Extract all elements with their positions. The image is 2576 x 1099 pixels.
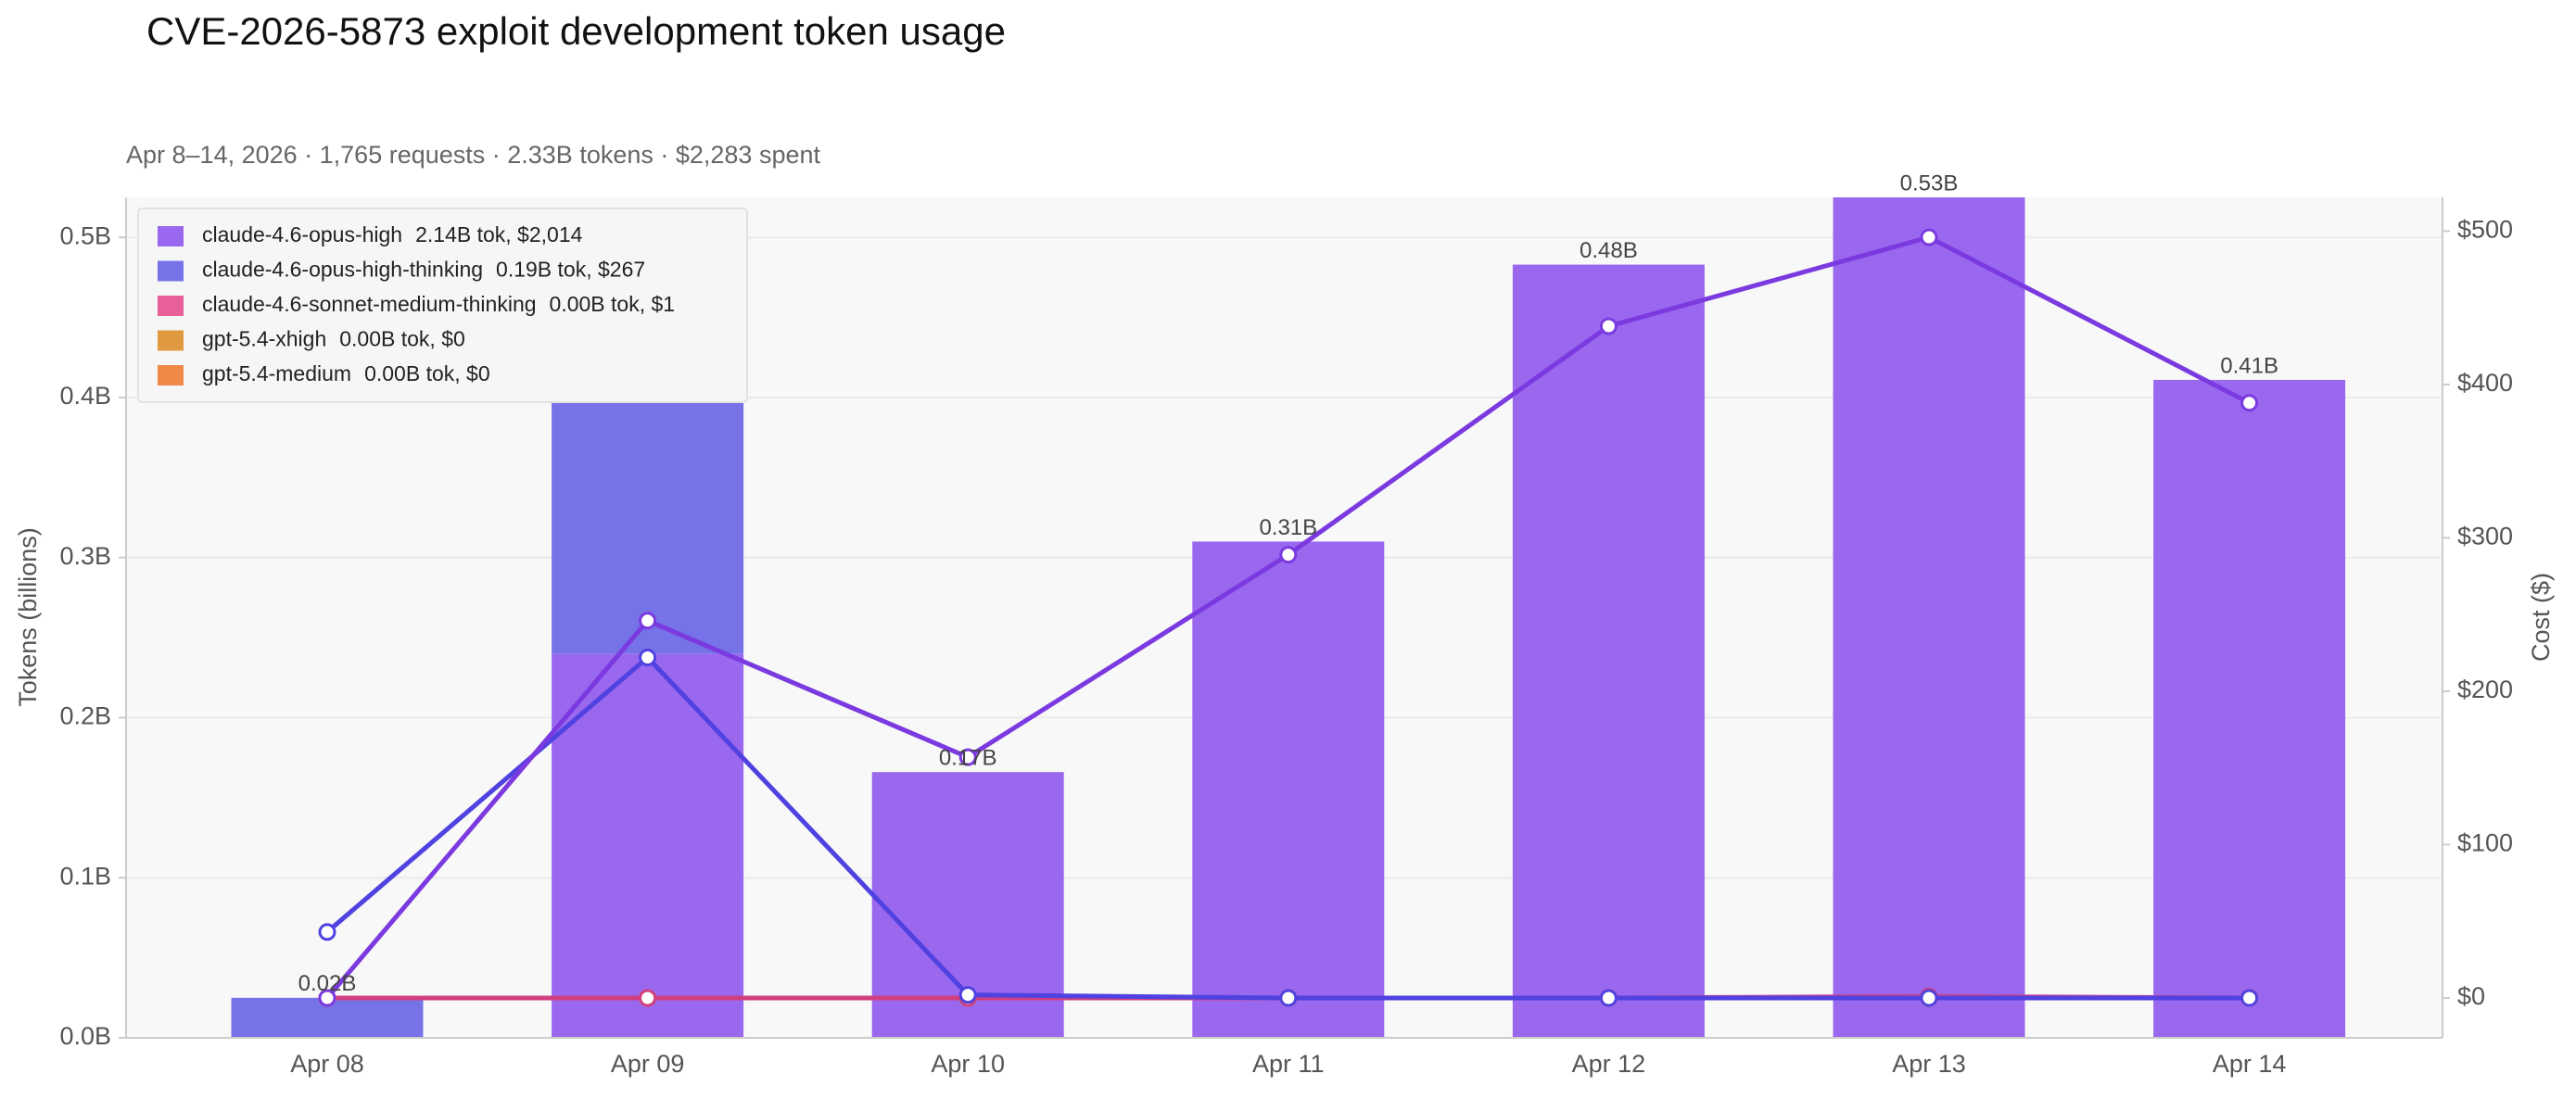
cost-marker	[1920, 228, 1938, 246]
legend-swatch	[158, 365, 184, 385]
bar-segment	[552, 394, 744, 654]
legend-summary: 0.00B tok, $1	[550, 292, 676, 316]
y-tick-label: 0.0B	[59, 1022, 111, 1050]
y2-tick-label: $500	[2457, 216, 2513, 244]
chart-subtitle: Apr 8–14, 2026 · 1,765 requests · 2.33B …	[126, 141, 820, 169]
cost-marker	[318, 989, 336, 1007]
bar-segment	[1833, 197, 2025, 1038]
bar-segment	[552, 653, 744, 1038]
y-tick-label: 0.2B	[59, 702, 111, 730]
y-tick-label: 0.1B	[59, 862, 111, 890]
legend-label: claude-4.6-opus-high-thinking 0.19B tok, …	[202, 258, 645, 282]
y2-axis-label: Cost ($)	[2527, 573, 2555, 662]
legend-label: gpt-5.4-xhigh 0.00B tok, $0	[202, 327, 465, 351]
legend-name: claude-4.6-opus-high-thinking	[202, 258, 483, 282]
legend-name: claude-4.6-opus-high	[202, 222, 402, 246]
y2-tick-label: $100	[2457, 829, 2513, 857]
y2-tick-label: $200	[2457, 676, 2513, 703]
bar-total-label: 0.17B	[939, 746, 997, 771]
cost-marker	[639, 612, 657, 630]
legend-summary: 0.00B tok, $0	[364, 361, 490, 385]
legend-name: claude-4.6-sonnet-medium-thinking	[202, 292, 537, 316]
x-tick-label: Apr 10	[931, 1050, 1005, 1078]
legend-box	[137, 208, 748, 403]
cost-marker	[1279, 546, 1298, 564]
cost-marker	[639, 649, 657, 667]
cost-marker	[1279, 989, 1298, 1007]
x-tick-label: Apr 14	[2213, 1050, 2287, 1078]
bar-segment	[2153, 379, 2346, 1038]
x-tick-label: Apr 08	[290, 1050, 364, 1078]
legend-label: gpt-5.4-medium 0.00B tok, $0	[202, 361, 490, 385]
legend-summary: 0.19B tok, $267	[496, 258, 645, 282]
legend-swatch	[158, 330, 184, 351]
bar-total-label: 0.31B	[1259, 515, 1317, 540]
bar-total-label: 0.41B	[2220, 353, 2278, 378]
legend-swatch	[158, 260, 184, 282]
legend-swatch	[158, 296, 184, 316]
cost-marker	[318, 923, 336, 941]
legend-swatch	[158, 226, 184, 246]
y2-tick-label: $0	[2457, 982, 2485, 1010]
y-axis-label: Tokens (billions)	[14, 527, 42, 707]
y-tick-label: 0.4B	[59, 382, 111, 410]
y2-tick-label: $400	[2457, 369, 2513, 397]
x-tick-label: Apr 13	[1892, 1050, 1966, 1078]
cost-marker	[958, 986, 977, 1004]
bar-total-label: 0.53B	[1900, 171, 1959, 196]
y-tick-label: 0.5B	[59, 221, 111, 249]
legend-summary: 2.14B tok, $2,014	[415, 222, 583, 246]
cost-marker	[2240, 394, 2259, 412]
x-tick-label: Apr 09	[611, 1050, 685, 1078]
bar-segment	[1192, 541, 1385, 1038]
chart-title: CVE-2026-5873 exploit development token …	[146, 9, 1006, 53]
cost-marker	[2240, 989, 2259, 1007]
cost-marker	[1599, 989, 1618, 1007]
bar-total-label: 0.48B	[1580, 238, 1638, 263]
y-tick-label: 0.3B	[59, 542, 111, 570]
legend-name: gpt-5.4-medium	[202, 361, 351, 385]
x-tick-label: Apr 12	[1572, 1050, 1646, 1078]
y2-tick-label: $300	[2457, 523, 2513, 550]
cost-marker	[1599, 317, 1618, 335]
cost-marker	[1920, 989, 1938, 1007]
bar-total-label: 0.02B	[298, 971, 357, 996]
legend-label: claude-4.6-sonnet-medium-thinking 0.00B t…	[202, 292, 675, 316]
cost-marker	[639, 989, 657, 1007]
legend-summary: 0.00B tok, $0	[339, 327, 465, 351]
legend-name: gpt-5.4-xhigh	[202, 327, 326, 351]
bar-segment	[1512, 264, 1705, 1038]
legend-label: claude-4.6-opus-high 2.14B tok, $2,014	[202, 222, 583, 246]
x-tick-label: Apr 11	[1252, 1050, 1325, 1078]
cost-marker	[958, 748, 977, 766]
